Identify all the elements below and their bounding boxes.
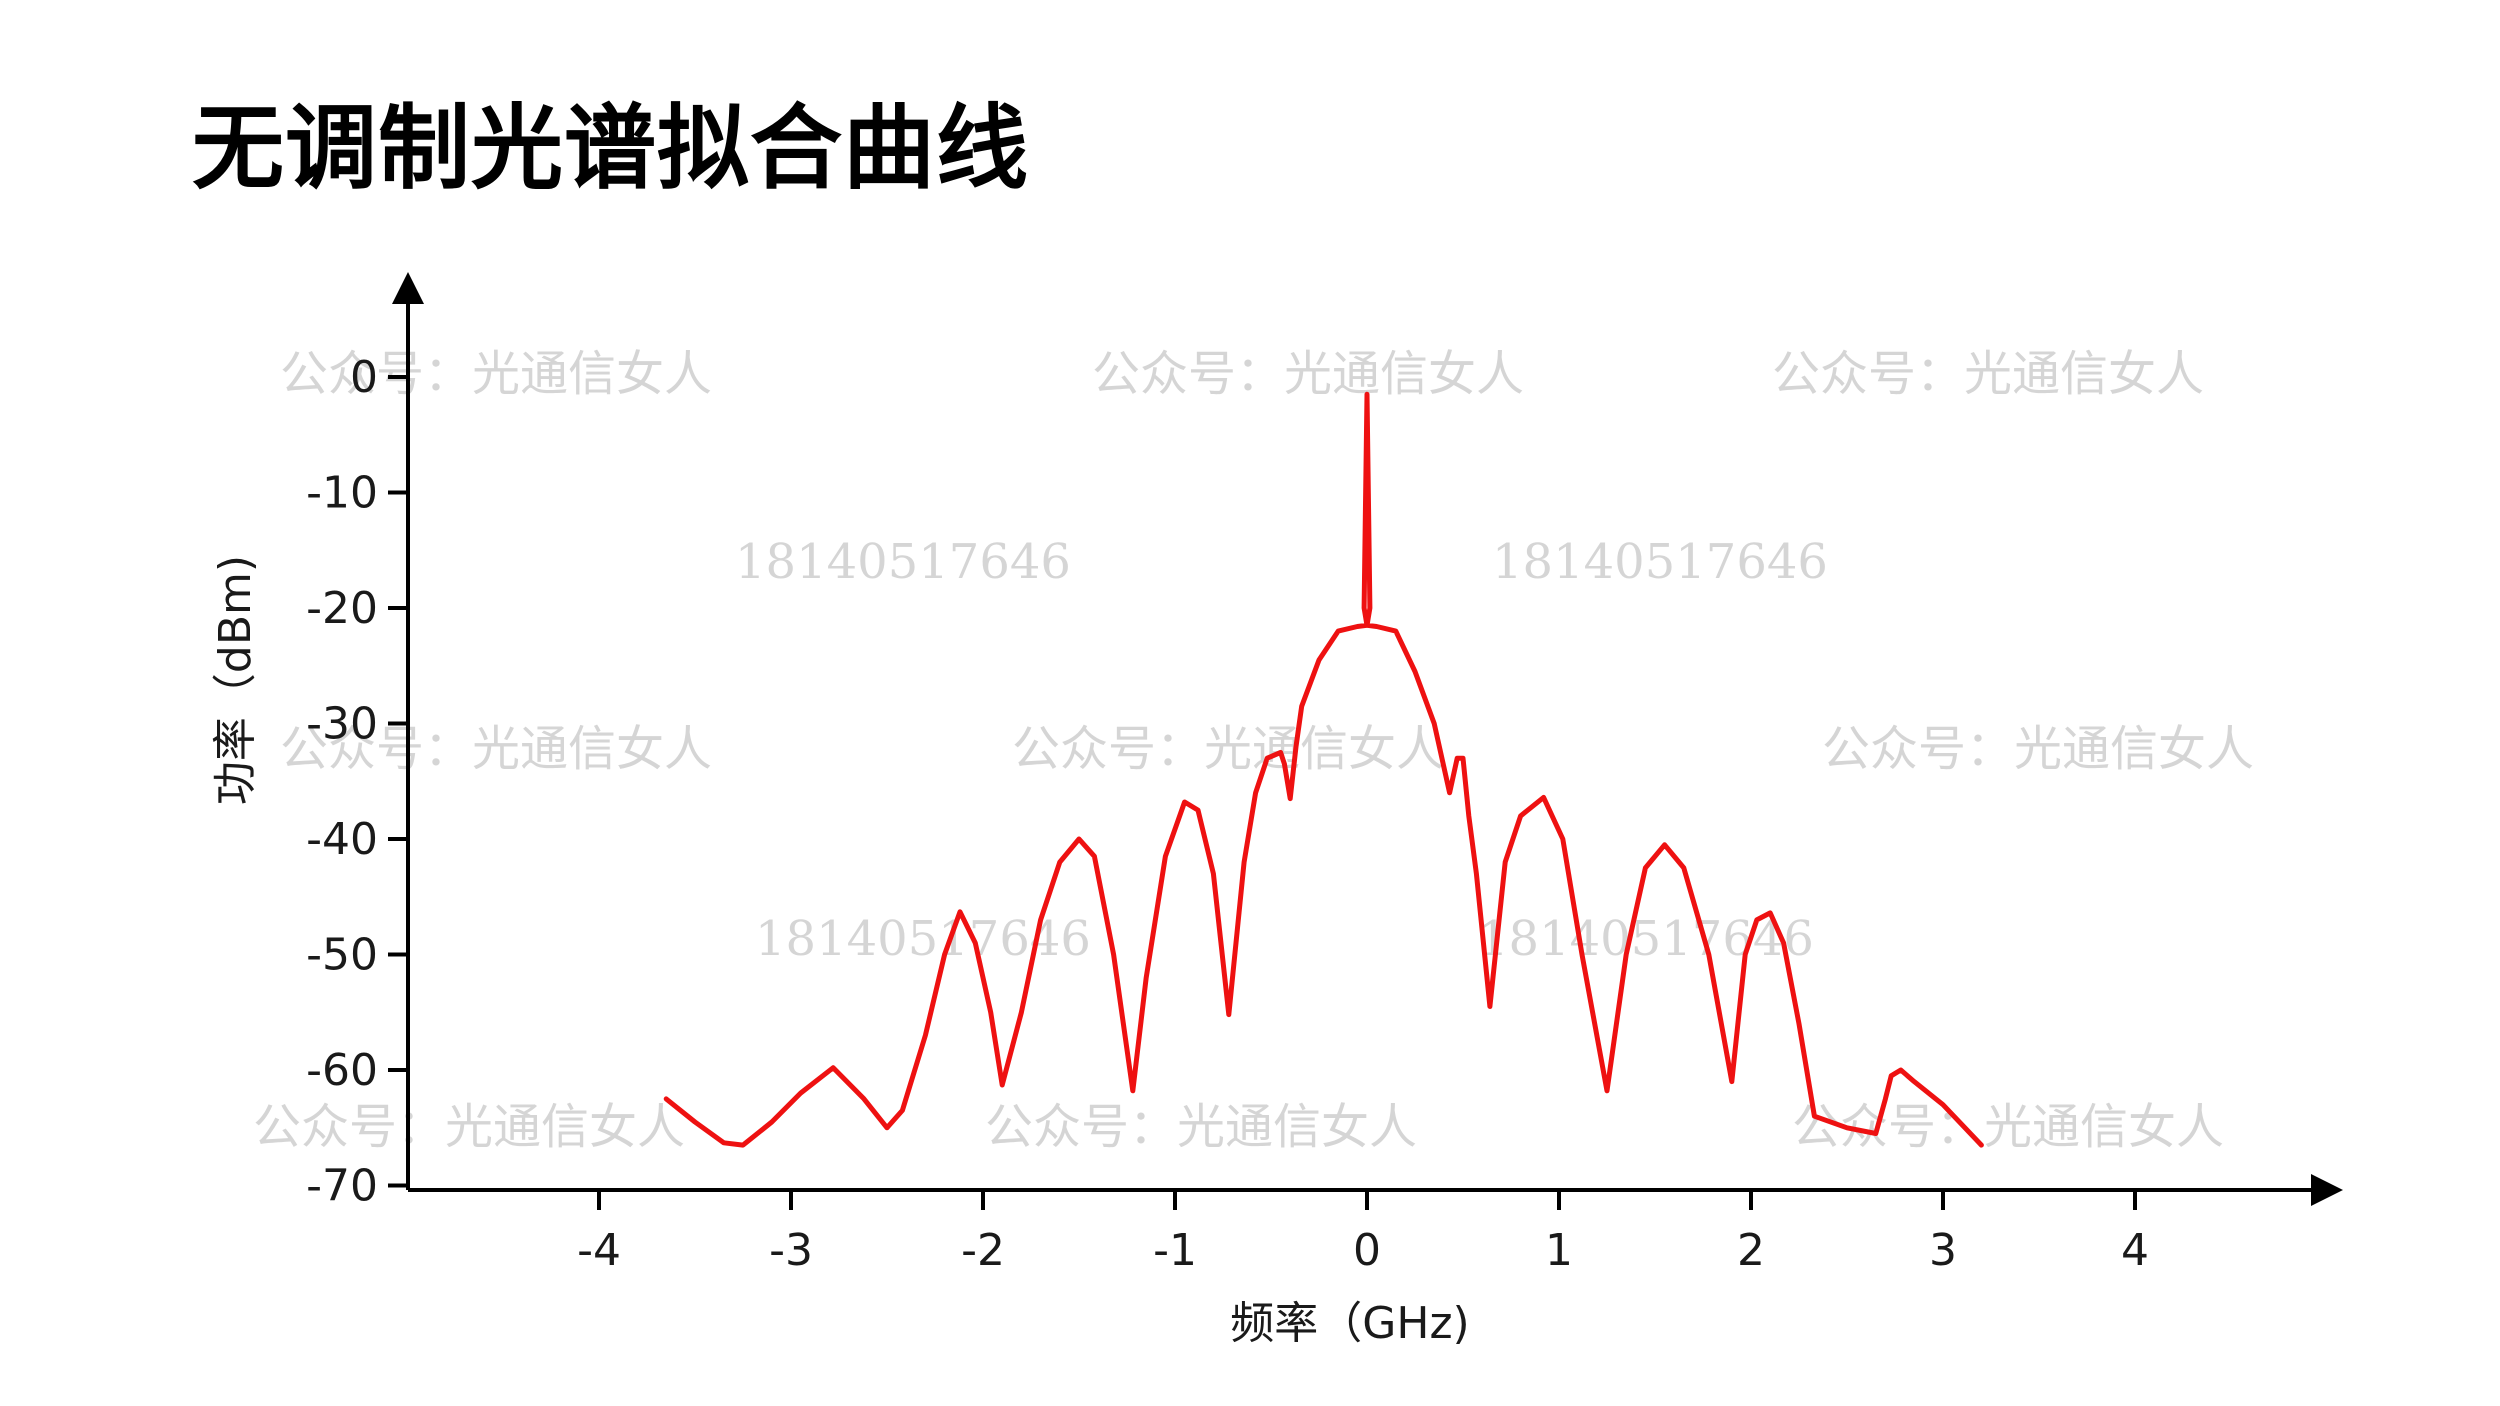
x-tick-label: -1: [1153, 1225, 1197, 1276]
y-tick-label: -20: [306, 583, 378, 634]
tick-marks: -4 -3 -2 -1 0 1 2 3 40-10-20-30-40-50-60-70: [306, 352, 2149, 1276]
watermark-text: 公众号：光通信女人: [280, 721, 712, 777]
axes: [392, 272, 2343, 1206]
x-tick-label: -2: [961, 1225, 1005, 1276]
y-tick-label: -30: [306, 699, 378, 750]
x-tick-label: 4: [2121, 1225, 2149, 1276]
watermark-text: 公众号：光通信女人: [253, 1099, 685, 1155]
watermark-text: 公众号：光通信女人: [1772, 346, 2204, 402]
y-tick-label: -60: [306, 1045, 378, 1096]
x-tick-label: -4: [577, 1225, 621, 1276]
watermark-text: 公众号：光通信女人: [1012, 721, 1444, 777]
x-tick-label: -3: [769, 1225, 813, 1276]
x-tick-label: 3: [1929, 1225, 1957, 1276]
y-tick-label: -70: [306, 1161, 378, 1212]
watermark-text: 18140517646: [735, 534, 1071, 590]
watermark-text: 公众号：光通信女人: [280, 346, 712, 402]
watermark-text: 公众号：光通信女人: [1792, 1099, 2224, 1155]
x-tick-label: 0: [1353, 1225, 1381, 1276]
spectrum-series-line: [663, 391, 1984, 1148]
watermark-text: 公众号：光通信女人: [985, 1099, 1417, 1155]
y-tick-label: -40: [306, 814, 378, 865]
watermark-text: 18140517646: [1478, 911, 1814, 967]
y-tick-label: -10: [306, 468, 378, 519]
x-tick-label: 2: [1737, 1225, 1765, 1276]
y-tick-label: -50: [306, 930, 378, 981]
x-tick-label: 1: [1545, 1225, 1573, 1276]
page-title: 无调制光谱拟合曲线: [192, 95, 1030, 202]
watermark-text: 公众号：光通信女人: [1092, 346, 1524, 402]
x-axis-title: 频率（GHz): [1230, 1298, 1469, 1349]
y-tick-label: 0: [350, 352, 378, 403]
series-layer: [663, 391, 1984, 1148]
y-axis-title: 功率（dBm): [210, 555, 261, 805]
watermark-text: 公众号：光通信女人: [1822, 721, 2254, 777]
watermark-text: 18140517646: [1492, 534, 1828, 590]
